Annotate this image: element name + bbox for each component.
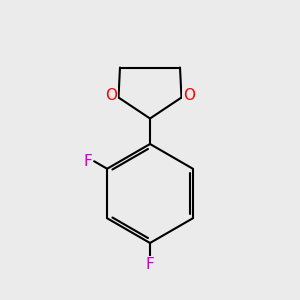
Text: O: O <box>105 88 117 104</box>
Text: F: F <box>83 154 92 169</box>
Text: O: O <box>183 88 195 104</box>
Text: F: F <box>146 257 154 272</box>
